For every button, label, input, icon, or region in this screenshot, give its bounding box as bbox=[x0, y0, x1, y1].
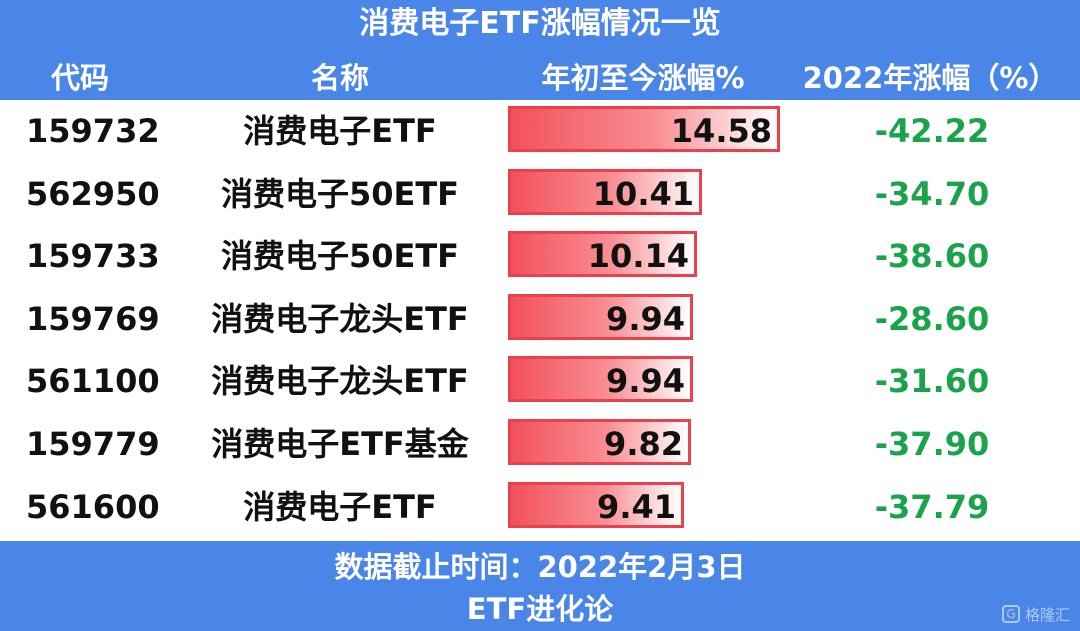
ytd-value-label: 14.58 bbox=[670, 112, 772, 150]
ytd-bar bbox=[508, 168, 702, 215]
ytd-value-label: 10.14 bbox=[587, 237, 689, 276]
change-2022: -34.70 bbox=[874, 174, 990, 213]
etf-code: 159779 bbox=[26, 425, 160, 463]
table-row: 159769 消费电子龙头ETF 9.94 -28.60 bbox=[0, 288, 1080, 350]
etf-code: 562950 bbox=[26, 174, 160, 213]
ytd-value-label: 10.41 bbox=[592, 174, 694, 213]
change-2022: -31.60 bbox=[874, 362, 990, 401]
ytd-value-label: 9.82 bbox=[604, 425, 683, 463]
ytd-bar bbox=[508, 106, 780, 152]
table-row: 562950 消费电子50ETF 10.41 -34.70 bbox=[0, 163, 1080, 225]
table-row: 159732 消费电子ETF 14.58 -42.22 bbox=[0, 100, 1080, 162]
watermark-text: 格隆汇 bbox=[1024, 605, 1070, 624]
ytd-bar bbox=[508, 356, 693, 403]
etf-name: 消费电子ETF bbox=[243, 112, 437, 150]
column-header-name: 名称 bbox=[310, 61, 369, 95]
column-header-code: 代码 bbox=[50, 61, 109, 95]
table-row: 159733 消费电子50ETF 10.14 -38.60 bbox=[0, 225, 1080, 287]
etf-name: 消费电子龙头ETF bbox=[211, 299, 469, 338]
etf-name: 消费电子龙头ETF bbox=[211, 362, 469, 401]
etf-code: 561600 bbox=[26, 487, 160, 526]
change-2022: -38.60 bbox=[874, 237, 990, 276]
table-row: 561600 消费电子ETF 9.41 -37.79 bbox=[0, 476, 1080, 538]
footer-band bbox=[0, 541, 1080, 631]
change-2022: -28.60 bbox=[874, 299, 990, 338]
footer-source: ETF进化论 bbox=[466, 592, 614, 626]
etf-code: 159732 bbox=[26, 112, 160, 150]
ytd-bar bbox=[508, 419, 691, 465]
ytd-value-label: 9.41 bbox=[597, 487, 676, 526]
chart-title: 消费电子ETF涨幅情况一览 bbox=[359, 6, 721, 41]
ytd-bar bbox=[508, 481, 684, 528]
etf-code: 159733 bbox=[26, 237, 160, 276]
change-2022: -37.79 bbox=[874, 487, 990, 526]
ytd-value-label: 9.94 bbox=[606, 299, 685, 338]
header-band: 消费电子ETF涨幅情况一览 代码 名称 年初至今涨幅% 2022年涨幅（%） bbox=[0, 0, 1080, 100]
gelonghui-logo-icon: G bbox=[1001, 605, 1020, 623]
table-row: 561100 消费电子龙头ETF 9.94 -31.60 bbox=[0, 350, 1080, 412]
watermark: G 格隆汇 bbox=[1001, 602, 1070, 626]
etf-name: 消费电子ETF基金 bbox=[211, 425, 469, 463]
column-header-2022: 2022年涨幅（%） bbox=[802, 61, 1058, 95]
etf-code: 561100 bbox=[26, 362, 160, 401]
etf-name: 消费电子ETF bbox=[243, 487, 437, 526]
etf-name: 消费电子50ETF bbox=[220, 237, 460, 276]
change-2022: -37.90 bbox=[874, 425, 990, 463]
footer-date: 数据截止时间：2022年2月3日 bbox=[334, 550, 746, 584]
table-row: 159779 消费电子ETF基金 9.82 -37.90 bbox=[0, 413, 1080, 475]
ytd-bar bbox=[508, 231, 697, 278]
etf-code: 159769 bbox=[26, 299, 160, 338]
ytd-value-label: 9.94 bbox=[606, 362, 685, 401]
etf-name: 消费电子50ETF bbox=[220, 174, 460, 213]
ytd-bar bbox=[508, 293, 693, 340]
column-header-ytd: 年初至今涨幅% bbox=[541, 61, 745, 95]
change-2022: -42.22 bbox=[874, 112, 990, 150]
